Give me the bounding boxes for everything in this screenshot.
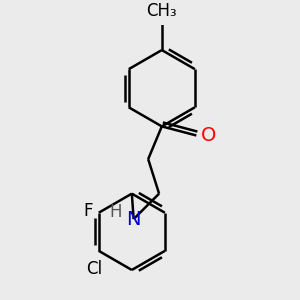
Text: F: F bbox=[83, 202, 92, 220]
Text: Cl: Cl bbox=[86, 260, 102, 278]
Text: CH₃: CH₃ bbox=[146, 2, 177, 20]
Text: H: H bbox=[109, 203, 122, 221]
Text: O: O bbox=[201, 126, 216, 145]
Text: N: N bbox=[126, 210, 141, 229]
